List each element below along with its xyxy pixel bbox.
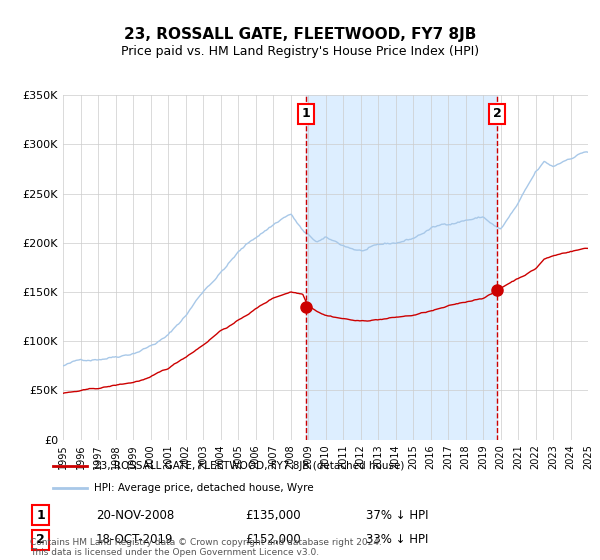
Text: £152,000: £152,000 [245, 533, 301, 547]
Text: Price paid vs. HM Land Registry's House Price Index (HPI): Price paid vs. HM Land Registry's House … [121, 45, 479, 58]
Text: £135,000: £135,000 [245, 508, 301, 522]
Text: 1: 1 [36, 508, 45, 522]
Text: 18-OCT-2019: 18-OCT-2019 [96, 533, 173, 547]
Text: 20-NOV-2008: 20-NOV-2008 [96, 508, 174, 522]
Text: 2: 2 [36, 533, 45, 547]
Text: 23, ROSSALL GATE, FLEETWOOD, FY7 8JB (detached house): 23, ROSSALL GATE, FLEETWOOD, FY7 8JB (de… [94, 461, 404, 472]
Text: 1: 1 [302, 108, 311, 120]
Text: 2: 2 [493, 108, 502, 120]
Text: Contains HM Land Registry data © Crown copyright and database right 2024.
This d: Contains HM Land Registry data © Crown c… [30, 538, 382, 557]
Bar [306, 95, 497, 440]
Text: 23, ROSSALL GATE, FLEETWOOD, FY7 8JB: 23, ROSSALL GATE, FLEETWOOD, FY7 8JB [124, 27, 476, 42]
Text: 37% ↓ HPI: 37% ↓ HPI [366, 508, 429, 522]
Text: HPI: Average price, detached house, Wyre: HPI: Average price, detached house, Wyre [94, 483, 314, 493]
Text: 33% ↓ HPI: 33% ↓ HPI [366, 533, 428, 547]
